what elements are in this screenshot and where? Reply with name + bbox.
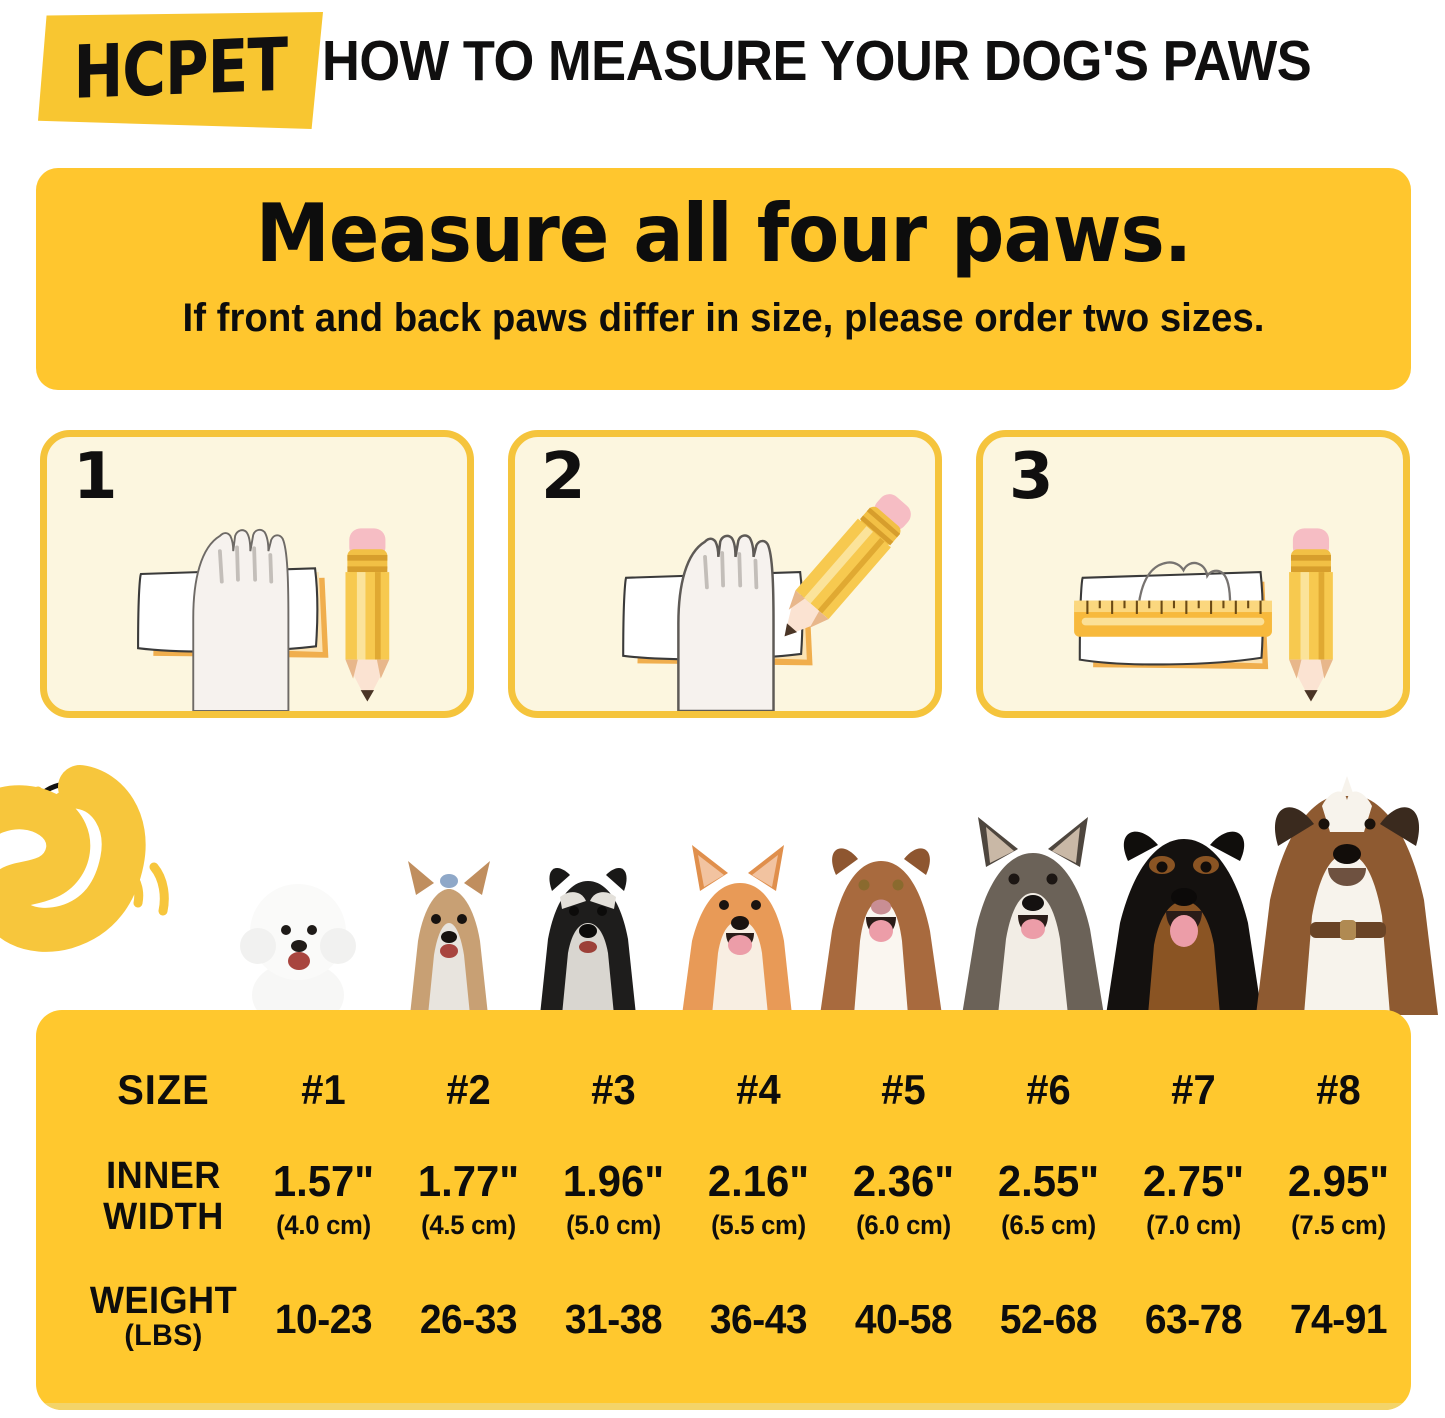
- dog-schnauzer: [540, 868, 636, 1015]
- hcpet-logo-badge: HCPET: [38, 12, 323, 129]
- table-row: WEIGHT (LBS) 10-23 26-33 31-38 36-43 40-…: [36, 1282, 1411, 1390]
- table-cell-inner-width: 1.77" (4.5 cm): [400, 1160, 538, 1239]
- row-label-size: SIZE: [117, 1066, 210, 1113]
- table-cell-inner-width: 2.36" (6.0 cm): [835, 1160, 973, 1239]
- ruler-measuring-outline-icon: [1074, 528, 1333, 702]
- table-cell-size: #5: [881, 1066, 926, 1113]
- value-cm: (6.0 cm): [856, 1210, 951, 1240]
- inner-width-cells: 1.57" (4.0 cm) 1.77" (4.5 cm) 1.96" (5.0…: [251, 1160, 1411, 1270]
- table-cell-weight: 40-58: [854, 1296, 953, 1342]
- step-number-2: 2: [541, 440, 586, 514]
- brand-logo-text: HCPET: [73, 20, 288, 116]
- value-inch: 2.55": [997, 1157, 1100, 1206]
- dog-breed-lineup: [0, 735, 1445, 1015]
- table-cell-size: #8: [1316, 1066, 1361, 1113]
- page-title: HOW TO MEASURE YOUR DOG'S PAWS: [322, 29, 1312, 93]
- table-cell-inner-width: 2.75" (7.0 cm): [1125, 1160, 1263, 1239]
- dog-shiba-inu: [682, 845, 792, 1015]
- table-cell-weight: 31-38: [564, 1296, 663, 1342]
- dog-rottweiler: [1106, 831, 1262, 1015]
- weight-cells: 10-23 26-33 31-38 36-43 40-58 52-68 63-7…: [251, 1290, 1411, 1390]
- value-cm: (7.5 cm): [1291, 1210, 1386, 1240]
- page-header: HCPET HOW TO MEASURE YOUR DOG'S PAWS: [0, 0, 1445, 140]
- table-cell-inner-width: 2.95" (7.5 cm): [1270, 1160, 1408, 1239]
- row-label-weight: WEIGHT (LBS): [80, 1282, 246, 1351]
- table-cell-size: #2: [446, 1066, 491, 1113]
- table-cell-weight: 10-23: [274, 1296, 373, 1342]
- table-cell-size: #3: [591, 1066, 636, 1113]
- value-inch: 2.16": [707, 1157, 810, 1206]
- step-number-3: 3: [1009, 440, 1054, 514]
- dog-australian-shepherd: [820, 848, 942, 1015]
- step-card-2: 2: [508, 430, 942, 718]
- dog-bichon-frise: [240, 884, 356, 1015]
- size-cells: #1 #2 #3 #4 #5 #6 #7 #8: [251, 1062, 1411, 1122]
- value-inch: 1.57": [272, 1157, 375, 1206]
- value-inch: 2.36": [852, 1157, 955, 1206]
- tracing-paw-with-pencil-icon: [622, 494, 911, 711]
- row-label-inner-width: INNER WIDTH: [80, 1155, 246, 1239]
- banner-subtext: If front and back paws differ in size, p…: [182, 296, 1265, 340]
- step-card-1: 1: [40, 430, 474, 718]
- table-cell-size: #1: [301, 1066, 346, 1113]
- size-chart-table: SIZE #1 #2 #3 #4 #5 #6 #7 #8 INNER WIDTH…: [36, 1010, 1411, 1410]
- value-inch: 1.96": [562, 1157, 665, 1206]
- dog-saint-bernard: [1256, 776, 1438, 1015]
- row-label-line1: INNER: [106, 1155, 221, 1197]
- instruction-banner: Measure all four paws. If front and back…: [36, 168, 1411, 390]
- table-row: INNER WIDTH 1.57" (4.0 cm) 1.77" (4.5 cm…: [36, 1155, 1411, 1270]
- value-inch: 2.75": [1142, 1157, 1245, 1206]
- table-row: SIZE #1 #2 #3 #4 #5 #6 #7 #8: [36, 1062, 1411, 1122]
- table-cell-weight: 26-33: [419, 1296, 518, 1342]
- table-cell-weight: 36-43: [709, 1296, 808, 1342]
- table-cell-inner-width: 1.57" (4.0 cm): [255, 1160, 393, 1239]
- table-cell-inner-width: 1.96" (5.0 cm): [545, 1160, 683, 1239]
- dog-yorkshire-terrier: [408, 861, 490, 1015]
- value-inch: 2.95": [1287, 1157, 1390, 1206]
- row-label-weight-main: WEIGHT: [89, 1280, 238, 1322]
- banner-headline: Measure all four paws.: [255, 187, 1192, 280]
- step-number-1: 1: [73, 440, 118, 514]
- value-cm: (6.5 cm): [1001, 1210, 1096, 1240]
- value-cm: (5.5 cm): [711, 1210, 806, 1240]
- table-cell-weight: 52-68: [999, 1296, 1098, 1342]
- step-card-3: 3: [976, 430, 1410, 718]
- value-cm: (4.5 cm): [421, 1210, 516, 1240]
- row-label-weight-unit: (LBS): [124, 1318, 203, 1352]
- table-cell-size: #4: [736, 1066, 781, 1113]
- value-cm: (7.0 cm): [1146, 1210, 1241, 1240]
- table-cell-weight: 63-78: [1144, 1296, 1243, 1342]
- paw-on-paper-with-pencil-icon: [137, 528, 390, 711]
- table-cell-inner-width: 2.55" (6.5 cm): [980, 1160, 1118, 1239]
- row-label-line2: WIDTH: [103, 1196, 224, 1239]
- measurement-steps: 1 2: [40, 430, 1410, 720]
- value-inch: 1.77": [417, 1157, 520, 1206]
- dog-alaskan-malamute: [962, 817, 1104, 1015]
- table-cell-size: #7: [1171, 1066, 1216, 1113]
- table-cell-weight: 74-91: [1289, 1296, 1388, 1342]
- paw-swoosh-decoration-icon: [0, 765, 169, 952]
- value-cm: (5.0 cm): [566, 1210, 661, 1240]
- table-cell-size: #6: [1026, 1066, 1071, 1113]
- value-cm: (4.0 cm): [276, 1210, 371, 1240]
- table-cell-inner-width: 2.16" (5.5 cm): [690, 1160, 828, 1239]
